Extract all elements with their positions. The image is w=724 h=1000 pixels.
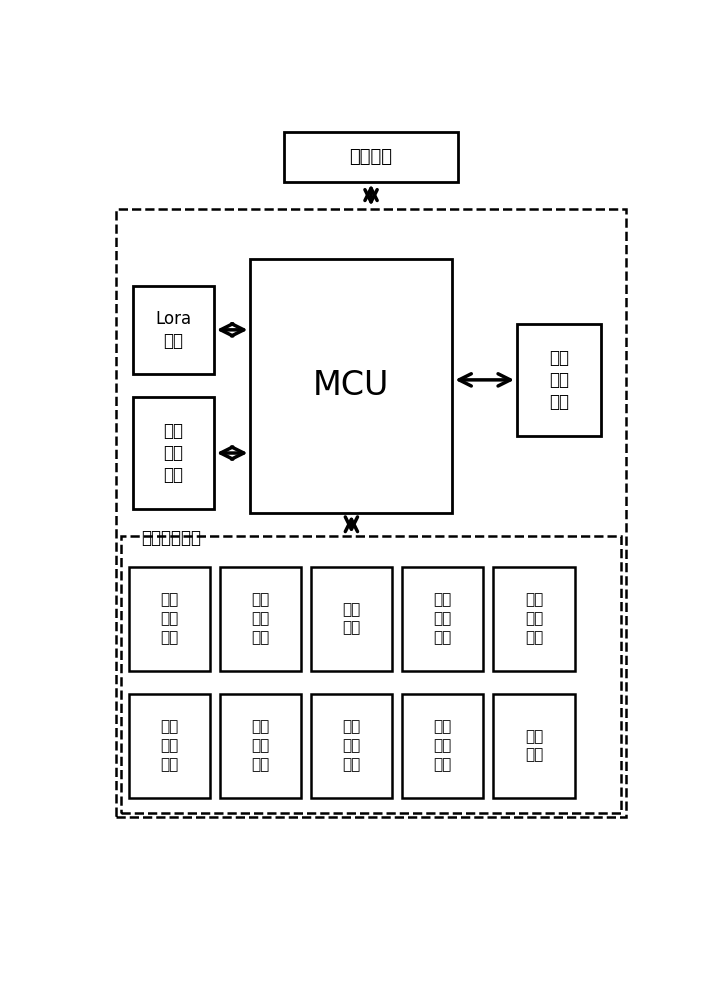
Text: 本地控制单元: 本地控制单元	[141, 529, 201, 547]
Bar	[132, 286, 214, 374]
Text: 维修
呼叫
按钮: 维修 呼叫 按钮	[434, 720, 452, 772]
Text: 热水
出水
控制: 热水 出水 控制	[251, 720, 269, 772]
Bar	[402, 567, 484, 671]
Text: 加热
控制
按钮: 加热 控制 按钮	[434, 592, 452, 645]
Text: 送水
呼叫
按钮: 送水 呼叫 按钮	[342, 720, 361, 772]
Bar	[517, 324, 601, 436]
Bar	[493, 567, 575, 671]
Text: 模式
控制
按钮: 模式 控制 按钮	[160, 592, 178, 645]
Text: 冷水
出水
控制: 冷水 出水 控制	[160, 720, 178, 772]
Bar	[402, 694, 484, 798]
Text: 水温
显示: 水温 显示	[342, 602, 361, 635]
Bar	[284, 132, 458, 182]
Bar	[219, 567, 301, 671]
Text: Lora
模块: Lora 模块	[155, 310, 191, 350]
Bar	[251, 259, 452, 513]
Bar	[122, 536, 620, 813]
Text: 液位
检测
单元: 液位 检测 单元	[549, 349, 569, 411]
Text: 报警
指示: 报警 指示	[525, 729, 543, 762]
Text: 水温
控制
单元: 水温 控制 单元	[164, 422, 183, 484]
Bar	[129, 694, 210, 798]
Bar	[132, 397, 214, 509]
Bar	[493, 694, 575, 798]
Text: 冷却
控制
按钮: 冷却 控制 按钮	[525, 592, 543, 645]
Bar	[116, 209, 626, 817]
Bar	[311, 567, 392, 671]
Bar	[311, 694, 392, 798]
Bar	[129, 567, 210, 671]
Bar	[219, 694, 301, 798]
Text: 供电模块: 供电模块	[350, 148, 392, 166]
Text: 水温
设置
按钮: 水温 设置 按钮	[251, 592, 269, 645]
Text: MCU: MCU	[313, 369, 390, 402]
